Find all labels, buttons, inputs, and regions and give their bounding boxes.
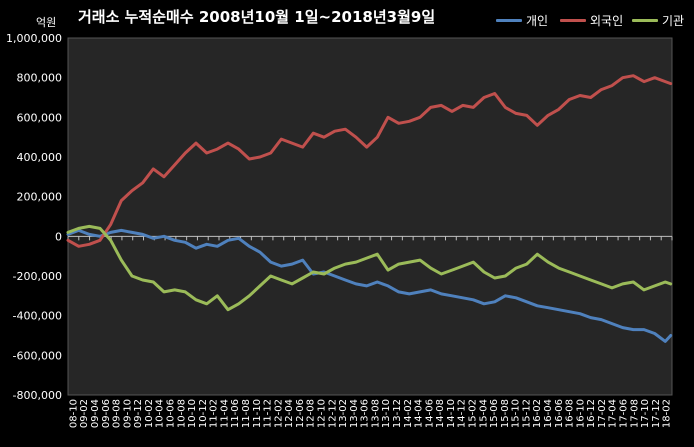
y-tick-label: 0 (55, 230, 62, 243)
y-tick-label: -600,000 (13, 349, 62, 362)
x-tick-label: 13-06 (360, 399, 371, 428)
x-tick-label: 09-12 (133, 399, 144, 428)
y-tick-label: -200,000 (13, 270, 62, 283)
x-tick-label: 10-02 (144, 399, 155, 428)
x-tick-label: 17-02 (597, 399, 608, 428)
x-tick-label: 14-10 (446, 399, 457, 428)
x-tick-label: 09-04 (90, 399, 101, 428)
x-tick-label: 09-06 (101, 399, 112, 428)
legend-swatch-institution (632, 19, 658, 22)
x-tick-label: 12-04 (284, 399, 295, 428)
x-tick-label: 08-10 (68, 399, 79, 428)
legend-item-foreign: 외국인 (560, 12, 623, 29)
x-tick-label: 14-12 (457, 399, 468, 428)
x-tick-label: 12-10 (316, 399, 327, 428)
x-tick-label: 13-02 (338, 399, 349, 428)
x-tick-label: 09-10 (122, 399, 133, 428)
x-tick-label: 15-12 (521, 399, 532, 428)
x-tick-label: 10-06 (165, 399, 176, 428)
y-tick-label: 400,000 (17, 151, 63, 164)
x-tick-label: 16-12 (586, 399, 597, 428)
series-line-foreign (66, 74, 673, 248)
legend-swatch-individual (496, 19, 522, 22)
x-tick-label: 11-08 (241, 399, 252, 428)
x-tick-label: 11-10 (252, 399, 263, 428)
x-tick-label: 10-08 (176, 399, 187, 428)
legend-label-individual: 개인 (526, 14, 549, 28)
series-lines (66, 74, 673, 343)
x-tick-label: 14-04 (414, 399, 425, 428)
x-tick-label: 17-04 (608, 399, 619, 428)
series-line-institution (66, 224, 673, 312)
x-tick-label: 18-02 (662, 399, 673, 428)
x-tick-label: 09-02 (79, 399, 90, 428)
x-tick-label: 12-08 (306, 399, 317, 428)
y-tick-label: -400,000 (13, 310, 62, 323)
x-tick-label: 17-10 (640, 399, 651, 428)
x-tick-label: 12-02 (273, 399, 284, 428)
y-tick-label: -800,000 (13, 389, 62, 402)
y-axis-tick-labels: 1,000,000 800,000 600,000 400,000 200,000 0 -2… (6, 32, 62, 402)
x-tick-label: 10-04 (155, 399, 166, 428)
y-tick-label: 800,000 (17, 72, 63, 85)
x-tick-label: 15-06 (489, 399, 500, 428)
legend-swatch-foreign (560, 19, 586, 22)
y-axis-unit-label: 억원 (36, 16, 57, 29)
x-tick-label: 15-04 (478, 399, 489, 428)
y-tick-label: 200,000 (17, 191, 63, 204)
x-tick-label: 12-06 (295, 399, 306, 428)
y-tick-label: 1,000,000 (6, 32, 62, 45)
x-axis: 08-10 09-02 09-04 09-06 09-08 09-10 09-12 10-02… (67, 235, 673, 428)
legend-label-foreign: 외국인 (590, 14, 624, 28)
x-tick-label: 10-10 (187, 399, 198, 428)
x-tick-label: 13-04 (349, 399, 360, 428)
x-tick-label: 09-08 (112, 399, 123, 428)
x-tick-label: 13-10 (381, 399, 392, 428)
chart-title: 거래소 누적순매수 2008년10월 1일~2018년3월9일 (78, 8, 436, 26)
x-tick-label: 11-02 (209, 399, 220, 428)
x-tick-label: 17-06 (618, 399, 629, 428)
x-tick-label: 15-02 (467, 399, 478, 428)
x-tick-label: 11-06 (230, 399, 241, 428)
x-tick-label: 16-08 (565, 399, 576, 428)
x-tick-label: 10-12 (198, 399, 209, 428)
plot-area (67, 37, 673, 396)
x-tick-label: 14-02 (403, 399, 414, 428)
x-tick-label: 16-06 (554, 399, 565, 428)
x-tick-label: 11-04 (219, 399, 230, 428)
legend-label-institution: 기관 (662, 14, 685, 28)
legend-item-individual: 개인 (496, 12, 548, 29)
y-tick-label: 600,000 (17, 111, 63, 124)
x-tick-label: 14-06 (424, 399, 435, 428)
x-tick-label: 12-12 (327, 399, 338, 428)
x-tick-label: 11-12 (263, 399, 274, 428)
series-line-individual (66, 228, 673, 343)
x-tick-label: 17-12 (651, 399, 662, 428)
x-tick-label: 15-10 (511, 399, 522, 428)
x-tick-label: 17-08 (629, 399, 640, 428)
x-tick-label: 13-08 (370, 399, 381, 428)
x-tick-label: 16-02 (532, 399, 543, 428)
x-tick-label: 15-08 (500, 399, 511, 428)
x-tick-label: 13-12 (392, 399, 403, 428)
x-tick-label: 16-10 (575, 399, 586, 428)
legend-item-institution: 기관 (632, 12, 684, 29)
x-tick-label: 14-08 (435, 399, 446, 428)
x-tick-label: 16-04 (543, 399, 554, 428)
